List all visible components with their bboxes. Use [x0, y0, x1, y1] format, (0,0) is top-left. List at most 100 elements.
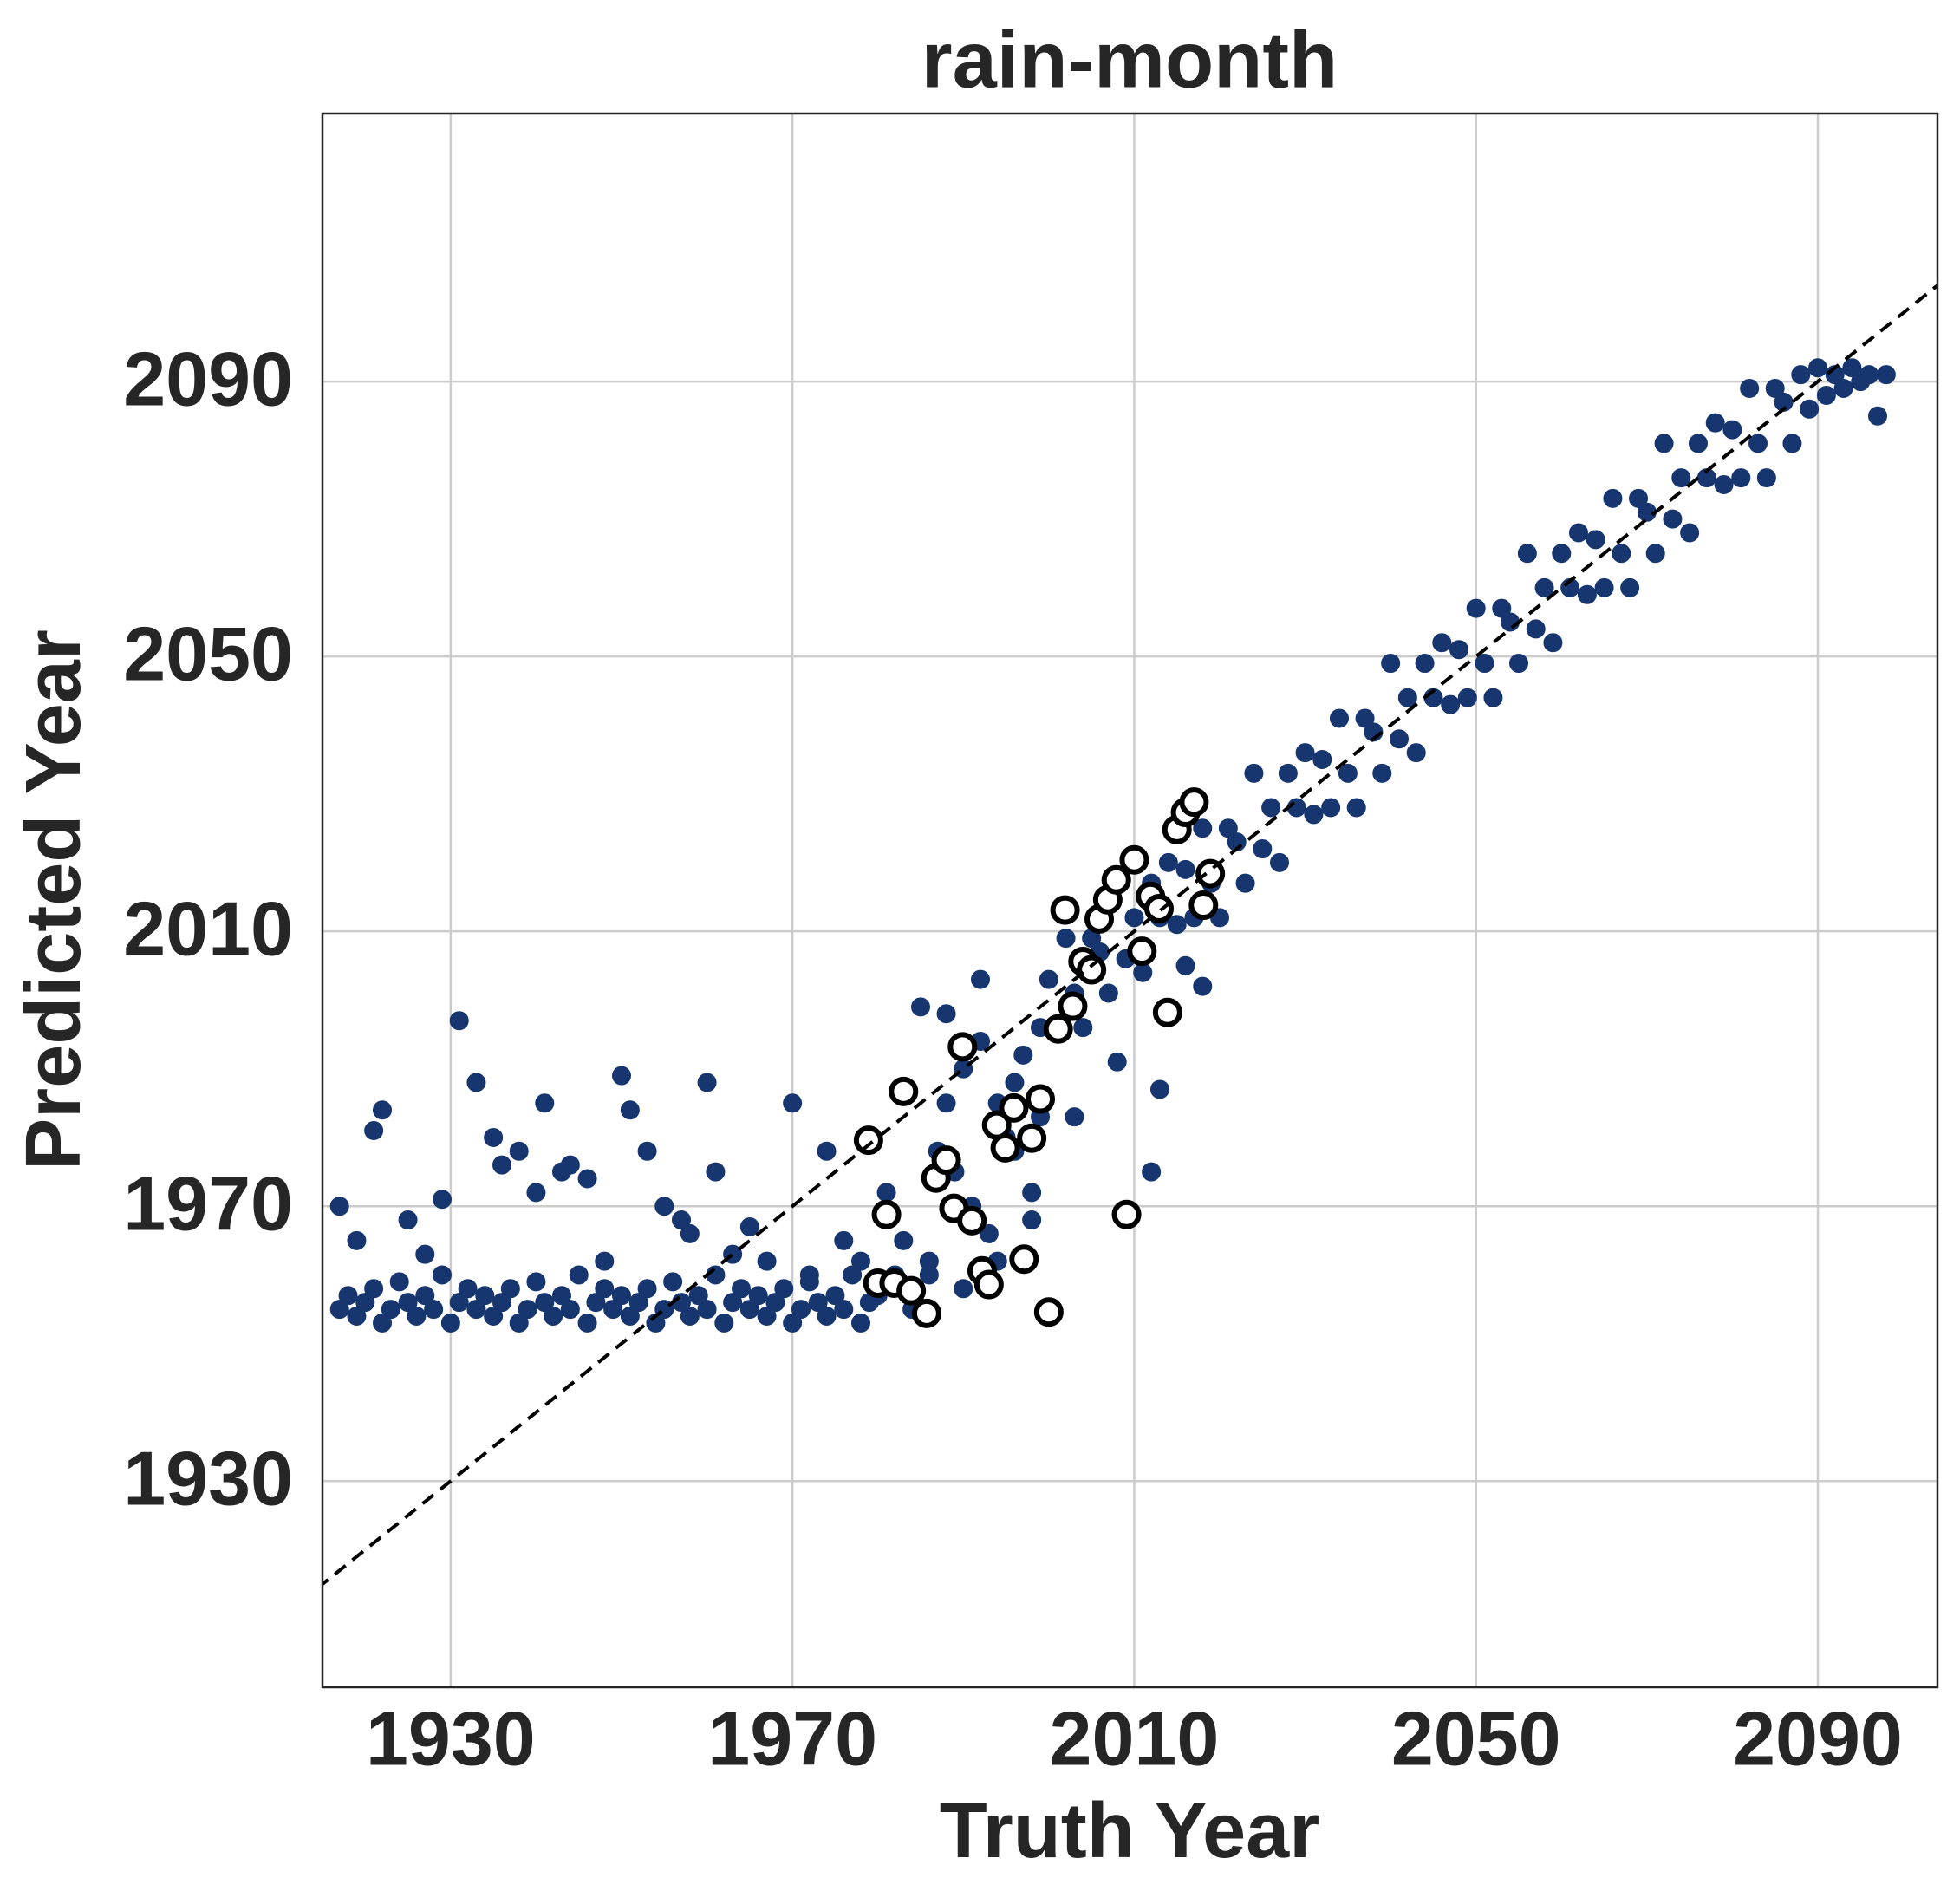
point	[834, 1230, 854, 1250]
point	[783, 1313, 803, 1333]
point	[1612, 544, 1631, 564]
point	[1065, 1107, 1084, 1127]
point	[654, 1197, 674, 1216]
point	[757, 1251, 777, 1271]
y-tick-label: 1930	[123, 1435, 293, 1521]
point	[1330, 708, 1349, 728]
point	[936, 1093, 956, 1113]
open-point	[1009, 1244, 1039, 1275]
point	[628, 1293, 648, 1313]
point	[458, 1279, 478, 1299]
point	[851, 1251, 870, 1271]
point	[757, 1307, 777, 1327]
point	[680, 1307, 700, 1327]
point	[697, 1073, 717, 1092]
point	[1859, 365, 1879, 385]
point	[535, 1093, 555, 1113]
point	[475, 1286, 495, 1306]
point	[433, 1265, 452, 1285]
point	[398, 1210, 418, 1230]
open-point	[1077, 955, 1107, 985]
point	[706, 1162, 726, 1182]
point	[1346, 798, 1366, 818]
point	[440, 1313, 460, 1333]
point	[1355, 708, 1375, 728]
point	[1098, 983, 1118, 1003]
point	[389, 1272, 409, 1292]
point	[1603, 488, 1623, 508]
point	[1526, 619, 1546, 639]
point	[526, 1272, 546, 1292]
open-point	[911, 1298, 941, 1328]
point	[612, 1066, 631, 1086]
point	[1765, 379, 1785, 399]
point	[329, 1197, 349, 1216]
identity-line	[322, 283, 1937, 1587]
point	[620, 1100, 640, 1120]
point	[577, 1169, 597, 1189]
point	[329, 1300, 349, 1320]
point	[1372, 763, 1392, 783]
open-point	[1127, 936, 1157, 967]
open-point	[1195, 858, 1226, 889]
open-point	[931, 1145, 961, 1176]
point	[1800, 399, 1820, 419]
open-point	[999, 1092, 1029, 1123]
point	[407, 1307, 427, 1327]
point	[1235, 873, 1255, 893]
point	[586, 1293, 606, 1313]
point	[1833, 379, 1853, 399]
open-point	[990, 1132, 1020, 1163]
point	[595, 1251, 615, 1271]
point	[364, 1121, 384, 1141]
point	[492, 1293, 511, 1313]
open-point	[1188, 890, 1219, 921]
chart-title: rain-month	[921, 16, 1338, 104]
point	[577, 1313, 597, 1333]
point	[714, 1313, 734, 1333]
point	[1868, 406, 1887, 426]
point	[1816, 385, 1836, 405]
point	[817, 1307, 837, 1327]
point	[1295, 743, 1315, 763]
open-point	[1144, 894, 1175, 924]
y-tick-label: 2090	[123, 336, 293, 421]
point	[1842, 358, 1862, 378]
point	[1218, 818, 1238, 838]
y-tick-label: 2050	[123, 610, 293, 696]
point	[663, 1272, 683, 1292]
point	[1158, 852, 1178, 872]
point	[1876, 365, 1896, 385]
open-point	[1033, 1297, 1064, 1327]
point	[1629, 488, 1648, 508]
x-tick-label: 1970	[707, 1695, 877, 1781]
point	[936, 1004, 956, 1024]
open-point	[1017, 1123, 1047, 1153]
point	[1534, 577, 1554, 597]
point	[637, 1141, 657, 1161]
point	[1175, 955, 1195, 975]
point	[739, 1216, 759, 1236]
point	[783, 1093, 803, 1113]
point	[825, 1286, 845, 1306]
point	[535, 1293, 555, 1313]
point	[817, 1141, 837, 1161]
point	[1714, 474, 1734, 494]
point	[1663, 509, 1683, 529]
point	[851, 1313, 870, 1333]
open-point	[957, 1205, 987, 1236]
open-point	[871, 1199, 902, 1229]
point	[1475, 654, 1494, 674]
point	[1654, 434, 1674, 453]
point	[484, 1307, 504, 1327]
point	[1167, 915, 1187, 935]
point	[355, 1293, 375, 1313]
point	[560, 1300, 580, 1320]
point	[1107, 1052, 1127, 1072]
point	[1321, 798, 1341, 818]
point	[1406, 743, 1426, 763]
point	[1261, 798, 1281, 818]
point	[765, 1293, 785, 1313]
